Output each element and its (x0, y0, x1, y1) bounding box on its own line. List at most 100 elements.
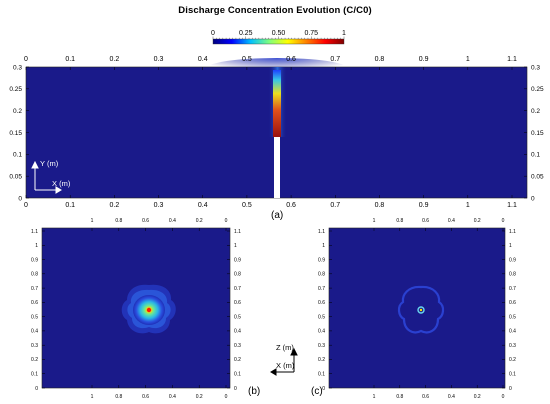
panel-a-label: (a) (271, 210, 284, 221)
panel-b-top-tick-label: 1 (91, 218, 94, 224)
panel-b-right-tick-label: 0.3 (234, 343, 241, 349)
panel-b-top-ticks: 1 0.8 0.6 0.4 0.2 0 (91, 218, 228, 231)
panel-c-left-tick-label: 0.1 (318, 371, 325, 377)
panel-b-left-tick-label: 0.3 (31, 343, 38, 349)
panel-c-left-tick-label: 0.2 (318, 357, 325, 363)
panel-c-bottom-tick-label: 0.6 (422, 394, 429, 400)
panel-c-top-ticks: 1 0.8 0.6 0.4 0.2 0 (373, 218, 505, 231)
panel-c-top-tick-label: 0.8 (396, 218, 403, 224)
panel-b-left-tick-label: 0.8 (31, 272, 38, 278)
panel-b-label: (b) (248, 386, 261, 397)
panel-a-left-tick-label: 0 (18, 195, 22, 202)
panel-a-top-tick-label: 0.4 (198, 56, 208, 63)
panel-b-left-tick-label: 0.2 (31, 357, 38, 363)
panel-c-right-tick-label: 0.2 (509, 357, 516, 363)
panel-b-left-tick-label: 1 (35, 243, 38, 249)
panel-a-right-tick-label: 0.25 (531, 86, 544, 93)
panel-a-top-tick-label: 1.1 (507, 56, 517, 63)
panel-c-axis-x-label: X (m) (276, 361, 295, 370)
panel-a-top-ticks: 0 0.1 0.2 0.3 0.4 0.5 0.6 0.7 0.8 0.9 1 1.1 (24, 56, 517, 70)
colorbar-tick-label: 0.50 (272, 30, 286, 37)
panel-a-top-tick-label: 0.5 (242, 56, 252, 63)
panel-a-bottom-tick-label: 0.7 (330, 202, 340, 209)
panel-b-right-tick-label: 0.8 (234, 272, 241, 278)
panel-b-right-tick-label: 0 (234, 386, 237, 392)
panel-a-bottom-tick-label: 0.8 (375, 202, 385, 209)
panel-b-left-tick-label: 1.1 (31, 229, 38, 235)
panel-a-bottom-tick-label: 1.1 (507, 202, 517, 209)
panel-c-right-tick-label: 0.4 (509, 329, 516, 335)
panel-a-top-tick-label: 0.8 (375, 56, 385, 63)
panel-a-top-tick-label: 0 (24, 56, 28, 63)
panel-b-right-tick-label: 0.5 (234, 314, 241, 320)
figure-title: Discharge Concentration Evolution (C/C0) (178, 5, 372, 16)
panel-c-bottom-tick-label: 0.4 (448, 394, 455, 400)
panel-a-top-tick-label: 0.3 (154, 56, 164, 63)
panel-a: 0 0.1 0.2 0.3 0.4 0.5 0.6 0.7 0.8 0.9 1 1.1 0 0.1 0.2… (9, 56, 544, 209)
panel-a-bottom-tick-label: 1 (466, 202, 470, 209)
panel-c-right-tick-label: 0.8 (509, 272, 516, 278)
colorbar-tick-label: 1 (342, 30, 346, 37)
panel-c-left-tick-label: 0.7 (318, 286, 325, 292)
panel-c-top-tick-label: 0.4 (448, 218, 455, 224)
panel-b-bottom-ticks: 1 0.8 0.6 0.4 0.2 0 (91, 385, 228, 400)
panel-a-bottom-tick-label: 0.6 (286, 202, 296, 209)
panel-a-bottom-tick-label: 0.5 (242, 202, 252, 209)
panel-c-top-tick-label: 1 (373, 218, 376, 224)
panel-b-left-tick-label: 0.1 (31, 371, 38, 377)
panel-c-right-tick-label: 1 (509, 243, 512, 249)
panel-c-right-tick-label: 0 (509, 386, 512, 392)
panel-b-bottom-tick-label: 0.6 (142, 394, 149, 400)
panel-a-right-tick-label: 0.3 (531, 64, 540, 71)
panel-c-bottom-tick-label: 0.8 (396, 394, 403, 400)
panel-c-axis-triad (270, 347, 298, 376)
panel-c-left-tick-label: 0.5 (318, 314, 325, 320)
panel-c-label: (c) (311, 386, 323, 397)
panel-c-left-tick-label: 0.9 (318, 257, 325, 263)
panel-b-right-tick-label: 0.6 (234, 300, 241, 306)
panel-c-left-ticks: 0 0.1 0.2 0.3 0.4 0.5 0.6 0.7 0.8 0.9 1 1.1 (318, 229, 332, 392)
panel-b-left-tick-label: 0 (35, 386, 38, 392)
panel-c-axis-z-label: Z (m) (276, 343, 294, 352)
panel-a-left-tick-label: 0.2 (13, 108, 22, 115)
panel-b-left-ticks: 0 0.1 0.2 0.3 0.4 0.5 0.6 0.7 0.8 0.9 1 1.1 (31, 229, 45, 392)
panel-b-right-tick-label: 0.2 (234, 357, 241, 363)
panel-c-right-tick-label: 0.7 (509, 286, 516, 292)
panel-c-field (328, 227, 506, 389)
panel-b-right-tick-label: 0.4 (234, 329, 241, 335)
panel-a-axis-x-label: X (m) (52, 179, 71, 188)
panel-c-left-tick-label: 0.6 (318, 300, 325, 306)
panel-a-left-tick-label: 0.15 (9, 130, 22, 137)
panel-b-top-tick-label: 0 (225, 218, 228, 224)
panel-a-right-tick-label: 0.2 (531, 108, 540, 115)
panel-a-right-ticks: 0 0.05 0.1 0.15 0.2 0.25 0.3 (524, 64, 544, 202)
panel-b-top-tick-label: 0.8 (115, 218, 122, 224)
colorbar-tick-label: 0 (211, 30, 215, 37)
panel-b-bottom-tick-label: 0.4 (169, 394, 176, 400)
panel-b-bottom-tick-label: 0 (225, 394, 228, 400)
panel-c-left-tick-label: 0.3 (318, 343, 325, 349)
panel-c-bottom-tick-label: 0 (502, 394, 505, 400)
colorbar-tick-label: 0.75 (304, 30, 318, 37)
panel-c-left-tick-label: 0.8 (318, 272, 325, 278)
panel-c-right-tick-label: 1.1 (509, 229, 516, 235)
panel-a-right-tick-label: 0 (531, 195, 535, 202)
panel-b-top-tick-label: 0.6 (142, 218, 149, 224)
panel-c-top-tick-label: 0 (502, 218, 505, 224)
panel-c-bottom-tick-label: 0.2 (474, 394, 481, 400)
panel-b-plume (121, 284, 176, 334)
panel-a-left-tick-label: 0.1 (13, 152, 22, 159)
panel-b-left-tick-label: 0.9 (31, 257, 38, 263)
panel-a-bottom-tick-label: 0 (24, 202, 28, 209)
panel-a-top-tick-label: 0.9 (419, 56, 429, 63)
panel-c-left-tick-label: 0 (322, 386, 325, 392)
colorbar-tick-labels: 0 0.25 0.50 0.75 1 (211, 30, 346, 37)
panel-b-left-tick-label: 0.4 (31, 329, 38, 335)
panel-c-plume (397, 285, 445, 334)
panel-a-bottom-tick-label: 0.1 (65, 202, 75, 209)
panel-b-left-tick-label: 0.7 (31, 286, 38, 292)
panel-c-right-tick-label: 0.1 (509, 371, 516, 377)
panel-b-bottom-tick-label: 0.2 (196, 394, 203, 400)
